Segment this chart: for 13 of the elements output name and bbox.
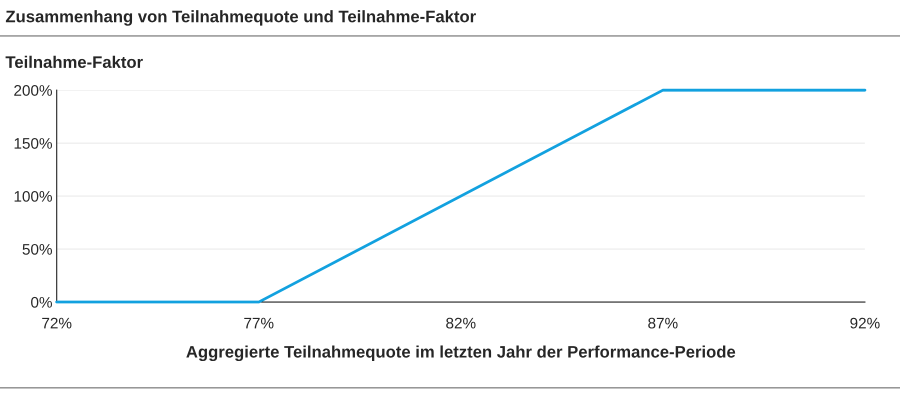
x-axis-title: Aggregierte Teilnahmequote im letzten Jahr der Performance-Periode	[186, 345, 736, 362]
y-tick-label: 200%	[14, 85, 52, 96]
x-tick-label: 87%	[648, 318, 678, 329]
x-tick-label: 72%	[42, 318, 72, 328]
chart-title: Zusammenhang von Teilnahmequote und Teilnahme-Faktor	[6, 10, 476, 26]
x-tick-label: 92%	[850, 318, 880, 329]
y-tick-label: 50%	[22, 244, 52, 255]
y-tick-label: 150%	[14, 138, 52, 149]
x-tick-label: 77%	[244, 318, 274, 328]
x-tick-label: 82%	[446, 318, 476, 329]
y-tick-label: 0%	[31, 296, 52, 308]
y-tick-label: 100%	[14, 190, 52, 202]
y-axis-title: Teilnahme-Faktor	[6, 56, 143, 68]
